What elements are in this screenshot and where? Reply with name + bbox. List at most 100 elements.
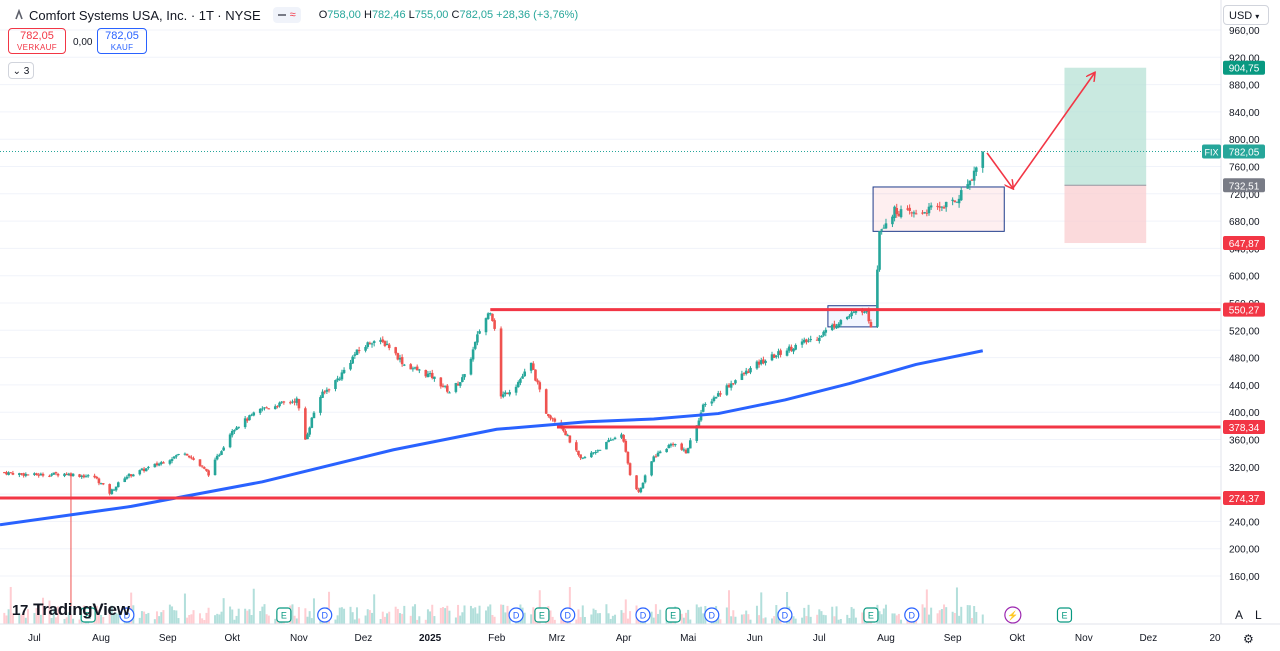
candle-body bbox=[579, 454, 582, 459]
sell-button[interactable]: 782,05 VERKAUF bbox=[8, 28, 66, 54]
dividend-marker[interactable] bbox=[777, 607, 793, 623]
earnings-marker[interactable] bbox=[863, 607, 879, 623]
volume-bar bbox=[54, 617, 57, 624]
volume-bar bbox=[732, 610, 735, 624]
candle-body bbox=[319, 397, 322, 413]
dividend-marker[interactable] bbox=[508, 607, 524, 623]
arrow-drawings[interactable] bbox=[986, 73, 1095, 189]
tradingview-logo[interactable]: 17 TradingView bbox=[12, 600, 130, 619]
volume-bar bbox=[650, 611, 653, 624]
candle-body bbox=[54, 472, 58, 474]
volume-bar bbox=[102, 617, 105, 624]
dividend-marker[interactable] bbox=[119, 607, 135, 623]
dividend-marker[interactable] bbox=[635, 607, 651, 623]
log-scale-button[interactable]: L bbox=[1255, 608, 1262, 622]
price-axis[interactable]: 960,00 920,00 880,00 840,00 800,00 760,00 720,… bbox=[1202, 0, 1280, 651]
candle-body bbox=[116, 482, 120, 488]
settings-gear-icon[interactable]: ⚙ bbox=[1243, 632, 1254, 646]
candle-body bbox=[112, 489, 116, 491]
dividend-marker[interactable] bbox=[704, 607, 720, 623]
target-zone[interactable] bbox=[1064, 67, 1147, 186]
candle-body bbox=[800, 341, 804, 345]
candle-body bbox=[424, 370, 428, 377]
candle-body bbox=[544, 389, 548, 414]
volume-bar bbox=[478, 605, 481, 624]
candle-body bbox=[215, 455, 219, 460]
candle-body bbox=[794, 344, 797, 350]
symbol-title[interactable]: Comfort Systems USA, Inc. · 1T · NYSE bbox=[29, 7, 261, 23]
candle-body bbox=[364, 346, 367, 351]
candle-body bbox=[729, 383, 733, 388]
time-axis[interactable]: Jul Aug Sep Okt Nov Dez 2025 Feb Mrz Apr Mai Jun Jul… bbox=[0, 623, 1280, 644]
earnings-marker[interactable] bbox=[276, 607, 292, 623]
candle-body bbox=[153, 463, 157, 468]
volume-bar bbox=[549, 610, 552, 624]
candle-body bbox=[970, 179, 974, 181]
volume-bar bbox=[936, 613, 939, 624]
candle-body bbox=[566, 435, 570, 437]
position-tool[interactable] bbox=[1064, 67, 1147, 244]
trend-arrow[interactable] bbox=[986, 152, 1013, 188]
candle-body bbox=[3, 472, 6, 474]
candle-body bbox=[818, 337, 821, 342]
volume-bar bbox=[745, 610, 748, 624]
candle-body bbox=[7, 472, 10, 475]
volume-bar bbox=[5, 615, 8, 624]
stop-price-label-text: 647,87 bbox=[1229, 239, 1260, 250]
earnings-marker[interactable] bbox=[665, 607, 681, 623]
earnings-marker[interactable] bbox=[80, 607, 96, 623]
dividend-marker[interactable] bbox=[560, 607, 576, 623]
split-marker[interactable] bbox=[1004, 606, 1022, 624]
event-markers[interactable]: E D E D D E D D E D D E D ⚡ E bbox=[80, 606, 1073, 624]
volume-bar bbox=[891, 613, 894, 624]
volume-bar bbox=[960, 606, 963, 624]
volume-bar bbox=[207, 607, 210, 624]
volume-bar bbox=[158, 616, 161, 624]
candle-body bbox=[35, 473, 38, 476]
candle-body bbox=[538, 382, 542, 390]
candle-body bbox=[506, 393, 509, 395]
volume-bar bbox=[308, 611, 311, 624]
volume-bar bbox=[220, 611, 223, 624]
volume-bar bbox=[697, 607, 700, 624]
candle-body bbox=[132, 474, 135, 477]
volume-bar bbox=[383, 616, 386, 624]
candle-body bbox=[261, 408, 264, 410]
candle-body bbox=[654, 456, 658, 458]
volume-bar bbox=[792, 616, 795, 624]
volume-bar bbox=[190, 614, 193, 624]
candle-body bbox=[553, 418, 557, 422]
candle-body bbox=[639, 487, 643, 493]
auto-scale-button[interactable]: A bbox=[1235, 608, 1244, 622]
earnings-marker[interactable] bbox=[534, 607, 550, 623]
candle-body bbox=[200, 465, 204, 467]
candle-body bbox=[854, 310, 858, 313]
candle-body bbox=[80, 475, 84, 478]
volume-bar bbox=[915, 618, 918, 624]
volume-bar bbox=[831, 606, 834, 624]
volume-bar bbox=[20, 614, 23, 624]
dividend-marker[interactable] bbox=[904, 607, 920, 623]
indicator-collapse-toggle[interactable]: ⌄ 3 bbox=[8, 62, 34, 79]
dividend-marker[interactable] bbox=[317, 607, 333, 623]
candle-body bbox=[534, 369, 537, 381]
volume-bar bbox=[145, 613, 148, 624]
stop-zone[interactable] bbox=[1064, 185, 1147, 244]
candle-body bbox=[590, 452, 593, 458]
trend-arrow[interactable] bbox=[1012, 73, 1095, 189]
symbol-header: Comfort Systems USA, Inc. · 1T · NYSE ≈ … bbox=[0, 0, 578, 30]
candle-body bbox=[671, 443, 675, 445]
horizontal-levels[interactable] bbox=[0, 150, 1221, 500]
rectangle-drawings[interactable] bbox=[827, 186, 1005, 328]
candle-body bbox=[123, 478, 127, 483]
chevron-down-icon: ▾ bbox=[1255, 12, 1260, 21]
candle-body bbox=[787, 346, 791, 351]
earnings-marker[interactable] bbox=[1056, 607, 1073, 623]
volume-bar bbox=[9, 586, 12, 624]
indicator-pill[interactable]: ≈ bbox=[272, 7, 301, 23]
y-tick-label: 520,00 bbox=[1229, 326, 1260, 337]
buy-button[interactable]: 782,05 KAUF bbox=[97, 28, 147, 54]
currency-select[interactable]: USD ▾ bbox=[1223, 5, 1269, 25]
candle-body bbox=[413, 367, 417, 369]
